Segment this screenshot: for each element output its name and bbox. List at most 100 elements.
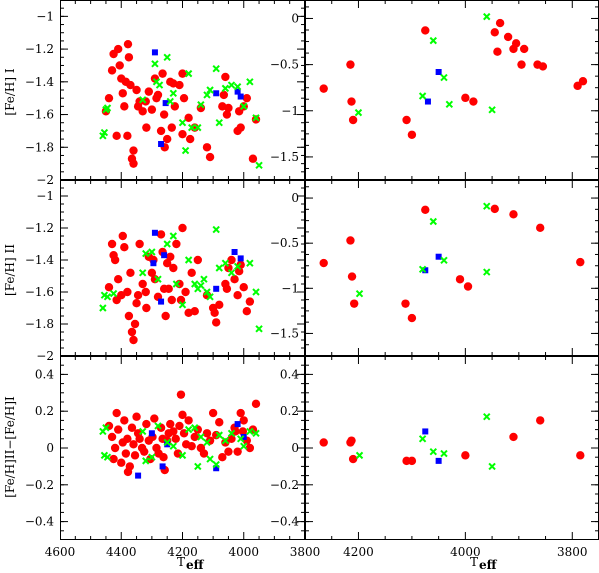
panel-bottom-left: 0.4 0.2 0 −0.2 −0.4 4600 4400 4200 4000 3800 (25, 356, 320, 559)
panel-frame (305, 356, 599, 540)
point-red (509, 210, 518, 219)
point-blue (164, 441, 171, 448)
point-red (124, 53, 134, 62)
cross-stroke (100, 291, 109, 299)
point-green (142, 457, 150, 465)
point-red (578, 77, 588, 86)
cross-stroke (187, 123, 196, 132)
point-green (191, 424, 199, 432)
point-green (138, 96, 147, 104)
point-blue (148, 430, 155, 437)
point-red (158, 69, 167, 78)
point-red (104, 93, 114, 103)
point-red (156, 230, 166, 239)
point-green (163, 240, 171, 248)
cross-stroke (151, 60, 159, 68)
xlabel-right-sub: eff (479, 558, 498, 572)
point-green (169, 442, 178, 450)
point-red (176, 295, 186, 305)
point-red (202, 429, 212, 438)
cross-stroke (172, 280, 181, 288)
point-blue (213, 465, 220, 472)
cross-stroke (163, 438, 171, 447)
point-green (102, 424, 110, 432)
point-green (429, 447, 437, 456)
cross-stroke (184, 69, 193, 78)
point-green (206, 293, 214, 301)
ylabel-row-2: [Fe/H] II (3, 244, 17, 296)
point-green (246, 259, 254, 267)
y-tick-label: −0.2 (270, 478, 299, 492)
point-red (536, 416, 545, 425)
point-red (187, 268, 196, 277)
point-red (227, 255, 236, 265)
point-red (517, 60, 526, 69)
y-tick-label: −1.4 (25, 75, 55, 89)
point-blue (422, 267, 429, 274)
cross-stroke (255, 325, 263, 333)
y-tick-label: 0.4 (280, 367, 299, 381)
panels: −1 −1.2 −1.4 −1.6 −1.8 −2 0 −0.5 −1 −1.5 −1 −1.2 −1.… (25, 0, 599, 559)
cross-stroke (100, 128, 109, 137)
cross-stroke (440, 449, 448, 458)
point-red (169, 263, 178, 273)
point-green (151, 60, 159, 68)
point-green (203, 91, 211, 99)
point-green (142, 249, 150, 258)
point-red (536, 223, 545, 233)
point-red (178, 69, 187, 78)
x-tick-label: 4600 (45, 545, 76, 559)
point-green (246, 427, 254, 436)
point-red (112, 131, 121, 141)
cross-stroke (355, 451, 364, 460)
point-red (121, 449, 131, 458)
xlabel-left-sub: eff (186, 558, 205, 572)
cross-stroke (221, 259, 230, 267)
cross-stroke (488, 106, 496, 114)
y-tick-label: −1.8 (25, 140, 54, 154)
cross-stroke (429, 36, 437, 45)
point-green (252, 429, 260, 437)
point-red (421, 26, 430, 35)
cross-stroke (181, 146, 190, 155)
y-tick-label: 0.2 (35, 404, 54, 418)
point-red (215, 418, 224, 427)
point-green (169, 89, 178, 97)
point-red (130, 319, 140, 329)
cross-stroke (240, 442, 248, 450)
point-green (109, 289, 118, 298)
y-tick-label: 0 (46, 441, 54, 455)
point-red (175, 421, 184, 431)
point-green (172, 280, 181, 288)
point-red (133, 291, 143, 300)
point-red (248, 154, 258, 163)
point-red (117, 458, 126, 467)
cross-stroke (215, 431, 223, 439)
point-red (231, 427, 240, 436)
point-green (255, 325, 263, 333)
point-red (236, 408, 245, 418)
cross-stroke (103, 453, 112, 461)
point-red (407, 456, 417, 466)
point-red (112, 295, 121, 305)
point-red (112, 408, 121, 418)
point-red (245, 443, 255, 453)
point-blue (158, 141, 165, 147)
point-green (418, 435, 427, 443)
point-green (197, 281, 205, 290)
point-red (110, 255, 120, 265)
point-red (319, 438, 328, 447)
y-tick-label: −1 (36, 9, 54, 23)
cross-stroke (246, 78, 254, 86)
y-tick-label: −2 (36, 173, 54, 187)
point-red (129, 146, 138, 155)
point-red (167, 123, 176, 132)
point-red (463, 282, 473, 291)
point-red (407, 130, 417, 139)
cross-stroke (203, 91, 211, 99)
point-red (503, 32, 513, 42)
y-tick-label: 0.2 (280, 404, 299, 418)
cross-stroke (233, 83, 242, 91)
y-tick-label: 0.4 (35, 367, 54, 381)
cross-stroke (169, 89, 178, 97)
